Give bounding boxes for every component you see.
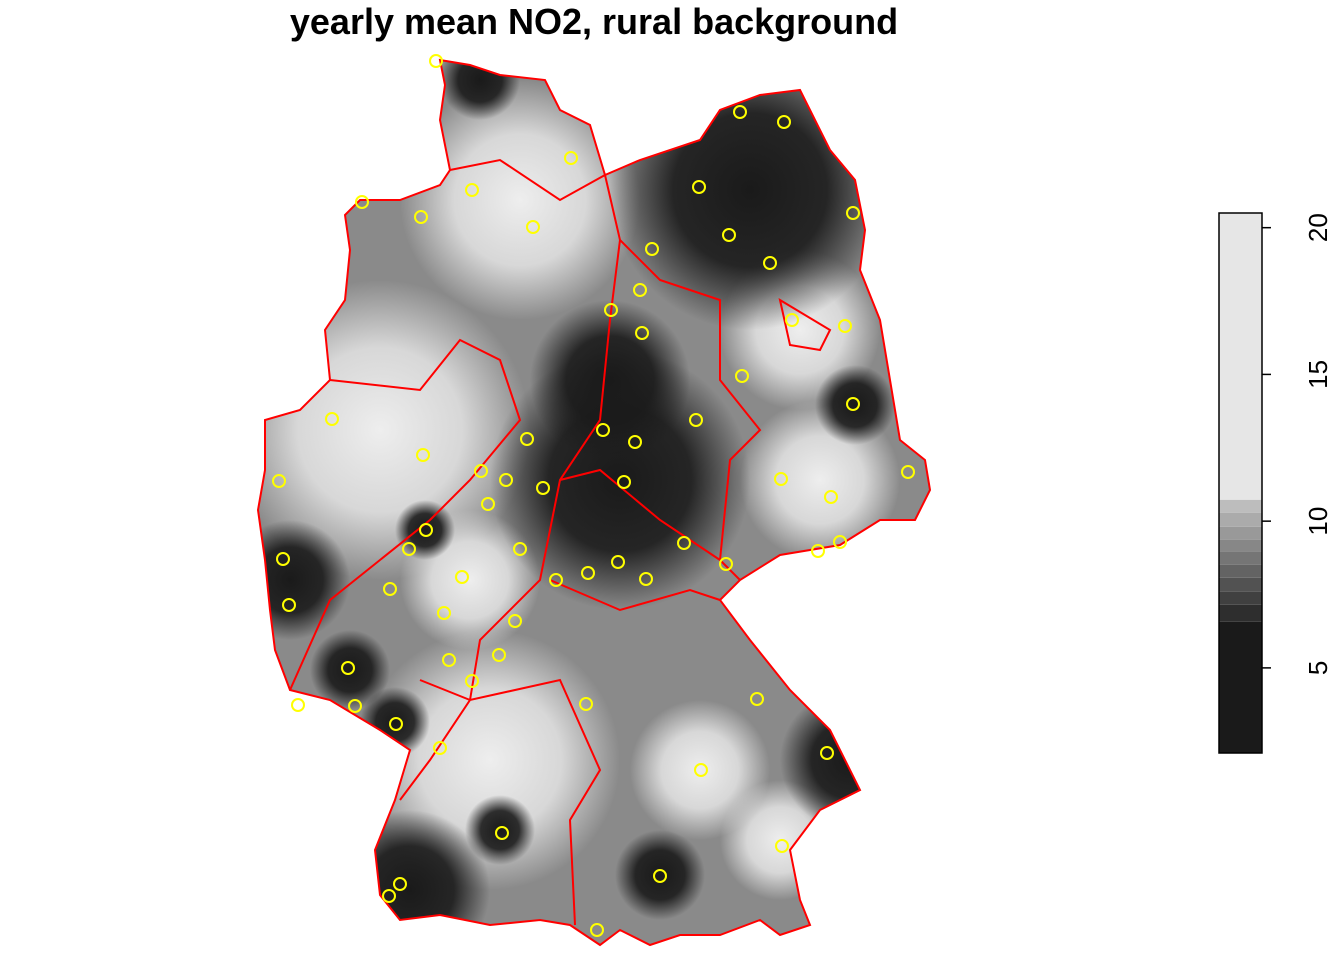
legend-bin: [1219, 577, 1262, 592]
legend-tick-label: 5: [1303, 661, 1333, 675]
legend-bin: [1219, 499, 1262, 513]
legend-tick-label: 20: [1303, 213, 1333, 242]
stations: [272, 54, 915, 937]
map-title: yearly mean NO2, rural background: [290, 1, 898, 42]
legend-bin: [1219, 526, 1262, 540]
legend-bin: [1219, 621, 1262, 753]
legend-tick-label: 10: [1303, 507, 1333, 536]
legend-tick-label: 15: [1303, 360, 1333, 389]
interpolated-surface: [258, 60, 930, 945]
legend-bin: [1219, 539, 1262, 552]
legend-bin: [1219, 213, 1262, 500]
legend-bin: [1219, 512, 1262, 527]
borders: [257, 59, 931, 946]
legend-bin: [1219, 551, 1262, 565]
legend-bin: [1219, 591, 1262, 605]
legend-frame: [1218, 212, 1263, 754]
legend-bin: [1219, 604, 1262, 622]
legend-bin: [1219, 564, 1262, 578]
color-legend: 5 10 15 20: [1218, 212, 1333, 754]
